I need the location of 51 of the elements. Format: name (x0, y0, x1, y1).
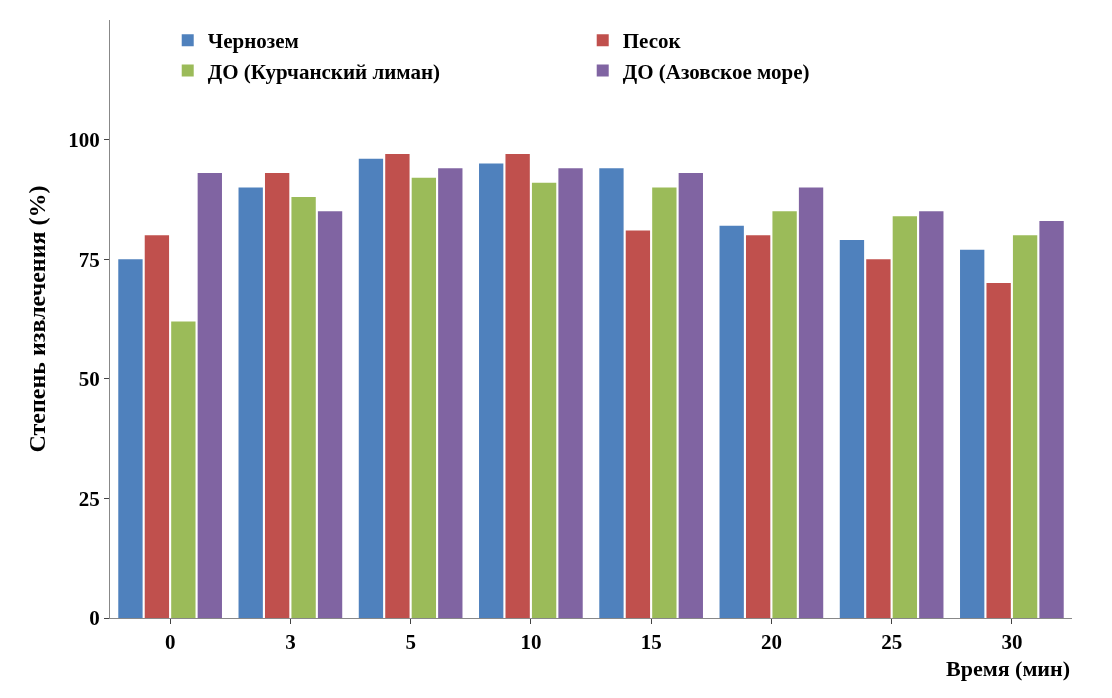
x-tick-label: 25 (881, 630, 903, 655)
bar (144, 235, 170, 618)
bar (118, 259, 143, 618)
bar (558, 168, 583, 618)
legend-label: ДО (Курчанский лиман) (207, 59, 441, 84)
bar (772, 211, 797, 618)
bar (317, 211, 343, 618)
y-tick-label: 25 (78, 486, 100, 511)
bar (839, 240, 865, 618)
y-axis-title: Степень извлечения (%) (24, 185, 51, 453)
x-axis-title: Время (мин) (946, 656, 1071, 681)
legend-label: Песок (622, 29, 682, 54)
bar (960, 249, 985, 618)
x-tick-label: 20 (760, 630, 782, 655)
legend-label: ДО (Азовское море) (622, 59, 810, 84)
bar (892, 216, 918, 618)
y-tick-label: 50 (78, 367, 100, 392)
bar (438, 168, 463, 618)
x-tick-label: 0 (164, 630, 176, 655)
legend-label: Чернозем (207, 29, 299, 54)
bar (264, 173, 290, 618)
bar (866, 259, 891, 618)
bar (479, 163, 504, 618)
bar (1012, 235, 1038, 618)
bar (625, 230, 651, 618)
bar (171, 321, 196, 618)
x-tick-label: 5 (405, 630, 416, 655)
bar (652, 187, 677, 618)
y-tick-label: 0 (89, 606, 100, 631)
y-tick-label: 75 (78, 247, 100, 272)
bar (238, 187, 263, 618)
bar (719, 225, 744, 618)
x-tick-label: 3 (285, 630, 296, 655)
bar (919, 211, 944, 618)
bar (1039, 220, 1064, 618)
bar (358, 158, 384, 618)
bar (986, 283, 1011, 618)
bar (678, 173, 703, 618)
y-tick-label: 100 (68, 127, 100, 152)
bar (798, 187, 824, 618)
x-tick-label: 30 (1001, 630, 1023, 655)
bar (197, 173, 222, 618)
bar (291, 197, 316, 618)
bar (599, 168, 624, 618)
bar (411, 177, 437, 618)
bar (385, 153, 410, 618)
bar (745, 235, 771, 618)
bar (531, 182, 557, 618)
x-tick-label: 10 (520, 630, 542, 655)
x-tick-label: 15 (640, 630, 662, 655)
bar (505, 153, 530, 618)
